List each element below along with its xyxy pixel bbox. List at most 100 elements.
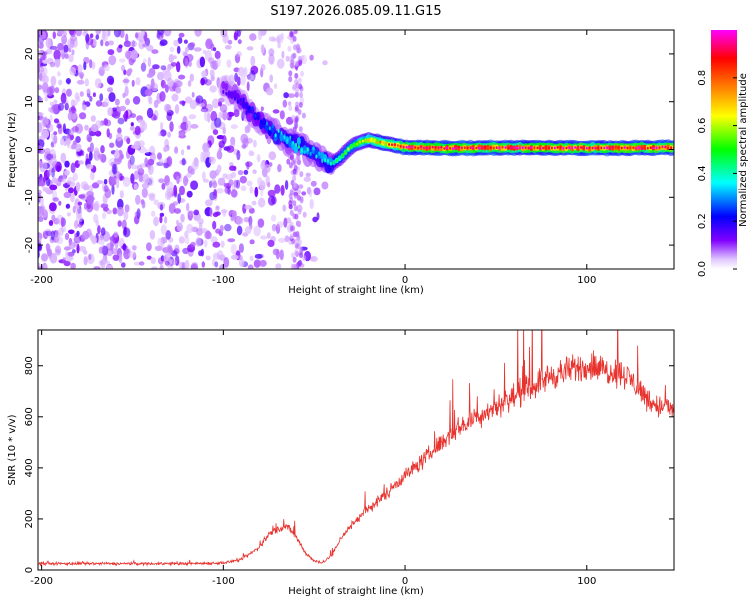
- spectrogram-noise-blob-97: [84, 124, 89, 131]
- spectrogram-noise-blob-1182: [96, 180, 104, 185]
- spectrogram-noise-blob-1030: [230, 216, 235, 222]
- spectrogram-noise-blob-34: [273, 83, 278, 89]
- spectrogram-noise-blob-1075: [149, 85, 154, 95]
- spectrogram-noise-blob-377: [188, 114, 197, 120]
- spectrogram-ridge-mark-563: [498, 146, 501, 150]
- spectrogram-noise-blob-112: [260, 44, 265, 54]
- spectrogram-noise-blob-331: [249, 239, 255, 245]
- spectrogram-ridge-mark-469: [225, 91, 228, 96]
- spectrogram-noise-blob-1126: [91, 62, 96, 69]
- spectrogram-noise-blob-605: [159, 39, 168, 46]
- spectrogram-ridge-mark-489: [283, 135, 286, 140]
- spectrogram-ridge-mark-571: [521, 146, 524, 150]
- spectrogram-noise-blob-865: [209, 85, 217, 93]
- spectrogram-noise-blob-1154: [46, 169, 51, 178]
- spectrogram-noise-blob-994: [99, 93, 104, 102]
- spectrogram-ridge-mark-559: [486, 146, 489, 150]
- spectrogram-noise-blob-421: [189, 73, 194, 82]
- spectrogram-ridge-mark-494: [297, 144, 300, 149]
- spectrogram-noise-blob-1226: [288, 105, 293, 112]
- spectrogram-noise-blob-383: [38, 145, 42, 150]
- spectrogram-noise-blob-1227: [293, 30, 298, 35]
- spectrogram-noise-blob-1158: [265, 87, 274, 96]
- snr-x-tick-label: -200: [30, 576, 53, 587]
- spectrogram-noise-blob-256: [75, 123, 83, 134]
- spectrogram-noise-blob-271: [256, 154, 261, 163]
- spectrogram-noise-blob-1000: [68, 43, 74, 49]
- spectrogram-noise-blob-1162: [100, 39, 104, 47]
- spectrogram-noise-blob-360: [310, 180, 317, 187]
- colorbar-tick-label: 0.6: [697, 118, 708, 134]
- spectrogram-noise-blob-1117: [53, 99, 58, 105]
- spectrogram-noise-blob-258: [202, 49, 207, 55]
- spectrogram-noise-blob-386: [268, 53, 275, 65]
- spectrogram-noise-blob-417: [93, 38, 97, 47]
- spectrogram-noise-blob-1315: [291, 114, 296, 121]
- spectrogram-noise-blob-1108: [83, 30, 88, 34]
- spectrogram-ridge-mark-622: [670, 146, 673, 150]
- spectrogram-noise-blob-442: [52, 197, 59, 202]
- spectrogram-ridge-mark-487: [277, 128, 280, 133]
- spectrogram-noise-blob-1164: [230, 254, 239, 260]
- spectrogram-noise-blob-953: [186, 202, 190, 212]
- spectrogram-noise-blob-997: [181, 157, 186, 166]
- spectrogram-noise-blob-85: [84, 78, 90, 87]
- spectrogram-noise-blob-1102: [75, 214, 83, 223]
- spectrogram-noise-blob-1223: [298, 101, 303, 108]
- spectrogram-noise-blob-996: [233, 178, 237, 189]
- spectrogram-noise-blob-571: [66, 212, 71, 217]
- spectrogram-noise-blob-918: [129, 125, 135, 131]
- spectrogram-noise-blob-1124: [68, 187, 74, 194]
- spectrogram-ridge-mark-618: [658, 146, 661, 150]
- spectrogram-noise-blob-1025: [41, 54, 47, 60]
- spectrogram-noise-blob-1138: [191, 263, 198, 269]
- spectrogram-noise-blob-1321: [292, 256, 297, 263]
- spectrogram-noise-blob-794: [282, 204, 287, 212]
- spectrogram-noise-blob-436: [76, 79, 85, 85]
- spectrogram-noise-blob-440: [93, 266, 101, 269]
- spectrogram-noise-blob-77: [90, 115, 96, 122]
- snr-frame: [37, 329, 675, 571]
- spectrogram-noise-blob-905: [236, 216, 242, 226]
- spectrogram-noise-blob-1295: [288, 70, 293, 77]
- spectrogram-ridge-mark-614: [646, 146, 649, 150]
- spectrogram-ridge-mark-522: [379, 140, 382, 144]
- spectrogram-noise-blob-964: [95, 30, 102, 35]
- spectrogram-noise-blob-724: [153, 99, 159, 109]
- spectrogram-ridge-mark-329: [270, 125, 275, 134]
- colorbar-ticks: 0.0 0.2 0.4 0.6 0.8: [697, 70, 737, 277]
- spectrogram-noise-blob-841: [312, 216, 318, 223]
- spectrogram-noise-blob-843: [95, 100, 102, 107]
- spectrogram-noise-blob-1235: [294, 249, 299, 256]
- spectrogram-noise-blob-1142: [65, 134, 71, 146]
- spectrogram-noise-blob-330: [89, 33, 94, 38]
- spectrogram-noise-blob-298: [75, 136, 81, 143]
- spectrogram-noise-blob-876: [108, 92, 116, 103]
- spectrogram-ridge-mark-605: [620, 146, 623, 150]
- spectrogram-noise-blob-1041: [249, 255, 254, 261]
- spectrogram-ridge-mark-574: [530, 146, 533, 149]
- spectrogram-noise-blob-877: [81, 104, 88, 111]
- spectrogram-noise-blob-707: [62, 257, 67, 264]
- spectrogram-noise-blob-161: [209, 69, 215, 77]
- spectrogram-noise-blob-727: [305, 172, 311, 177]
- spectrogram-ridge-mark-541: [434, 146, 437, 149]
- spectrogram-noise-blob-777: [123, 210, 129, 221]
- spectrogram-noise-blob-1167: [38, 121, 45, 132]
- spectrogram-noise-blob-719: [198, 250, 203, 257]
- spectrogram-noise-blob-613: [216, 58, 221, 68]
- snr-y-tick-label: 400: [24, 458, 35, 477]
- spectrogram-noise-blob-948: [252, 139, 257, 148]
- spectrogram-noise-blob-461: [233, 32, 238, 41]
- spectrogram-noise-blob-815: [276, 58, 285, 69]
- spectrogram-noise-blob-245: [167, 131, 172, 138]
- spectrogram-noise-blob-1148: [254, 186, 259, 198]
- spectrogram-noise-blob-1116: [159, 41, 165, 47]
- spectrogram-noise-blob-1011: [186, 223, 194, 234]
- spectrogram-noise-blob-937: [111, 184, 115, 195]
- spectrogram-noise-blob-612: [112, 254, 120, 261]
- spectrogram-noise-blob-464: [64, 169, 70, 176]
- spectrogram-ridge-mark-313: [224, 82, 229, 91]
- spectrogram-noise-blob-22: [146, 44, 154, 52]
- spectrogram-noise-blob-63: [224, 45, 232, 50]
